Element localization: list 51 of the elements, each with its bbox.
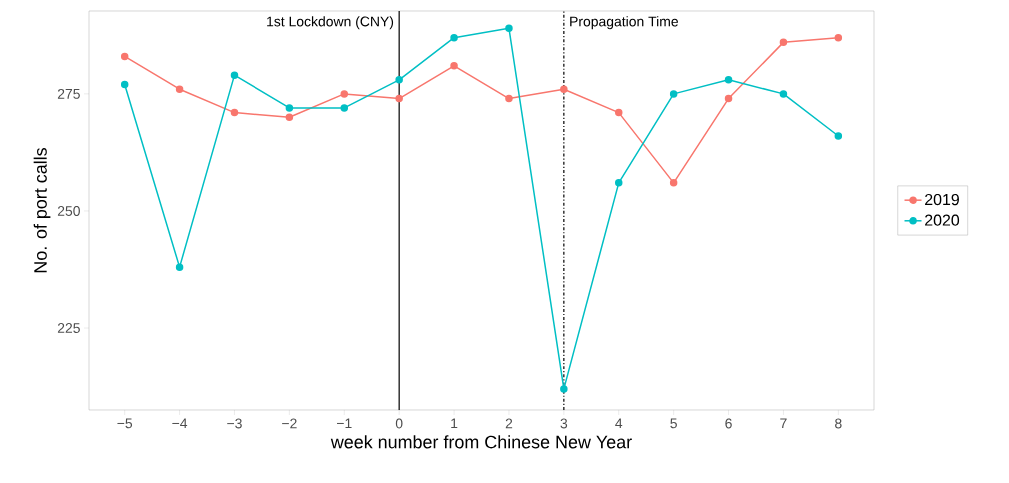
x-tick-label: 2 <box>505 418 513 429</box>
point <box>340 90 349 98</box>
point <box>615 179 623 187</box>
point <box>285 104 294 112</box>
point <box>285 113 294 122</box>
point <box>505 24 513 33</box>
point <box>340 104 349 112</box>
x-tick-label: 6 <box>725 418 732 429</box>
x-axis-title: week number from Chinese New Year <box>330 435 632 449</box>
x-tick-label: −4 <box>172 418 188 429</box>
y-tick-label: 225 <box>57 323 80 333</box>
x-tick-label: −1 <box>337 418 352 429</box>
x-tick-label: 4 <box>615 418 623 429</box>
point <box>120 52 129 61</box>
point <box>834 33 843 42</box>
point <box>669 179 678 187</box>
x-tick-label: −5 <box>117 418 133 429</box>
point <box>560 85 568 93</box>
point <box>724 76 733 84</box>
point <box>395 94 403 103</box>
legend-label: 2020 <box>925 214 960 226</box>
legend-label: 2019 <box>925 193 959 206</box>
x-tick-label: −3 <box>227 418 242 429</box>
point <box>560 385 568 393</box>
point <box>779 38 788 47</box>
point <box>505 94 513 103</box>
y-tick-label: 250 <box>57 206 80 216</box>
point <box>724 94 733 103</box>
x-tick-label: 3 <box>560 418 568 429</box>
x-tick-label: 1 <box>451 418 458 429</box>
ref-line-label: Propagation Time <box>570 16 678 30</box>
x-tick-label: −2 <box>282 418 297 429</box>
point <box>175 263 184 271</box>
point <box>834 132 843 140</box>
point <box>779 90 788 98</box>
y-axis-title: No. of port calls <box>33 148 51 273</box>
x-tick-label: 7 <box>780 418 787 429</box>
point <box>230 108 239 117</box>
point <box>175 85 184 93</box>
point <box>230 71 239 79</box>
point <box>395 76 403 84</box>
point <box>615 108 623 117</box>
point <box>450 33 458 42</box>
point <box>120 80 129 89</box>
x-tick-label: 8 <box>835 418 842 429</box>
point <box>669 90 678 98</box>
y-tick-label: 275 <box>57 88 80 99</box>
point <box>450 62 458 70</box>
x-tick-label: 5 <box>670 418 677 429</box>
x-tick-label: 0 <box>395 418 403 429</box>
ref-line-label: 1st Lockdown (CNY) <box>267 16 394 30</box>
